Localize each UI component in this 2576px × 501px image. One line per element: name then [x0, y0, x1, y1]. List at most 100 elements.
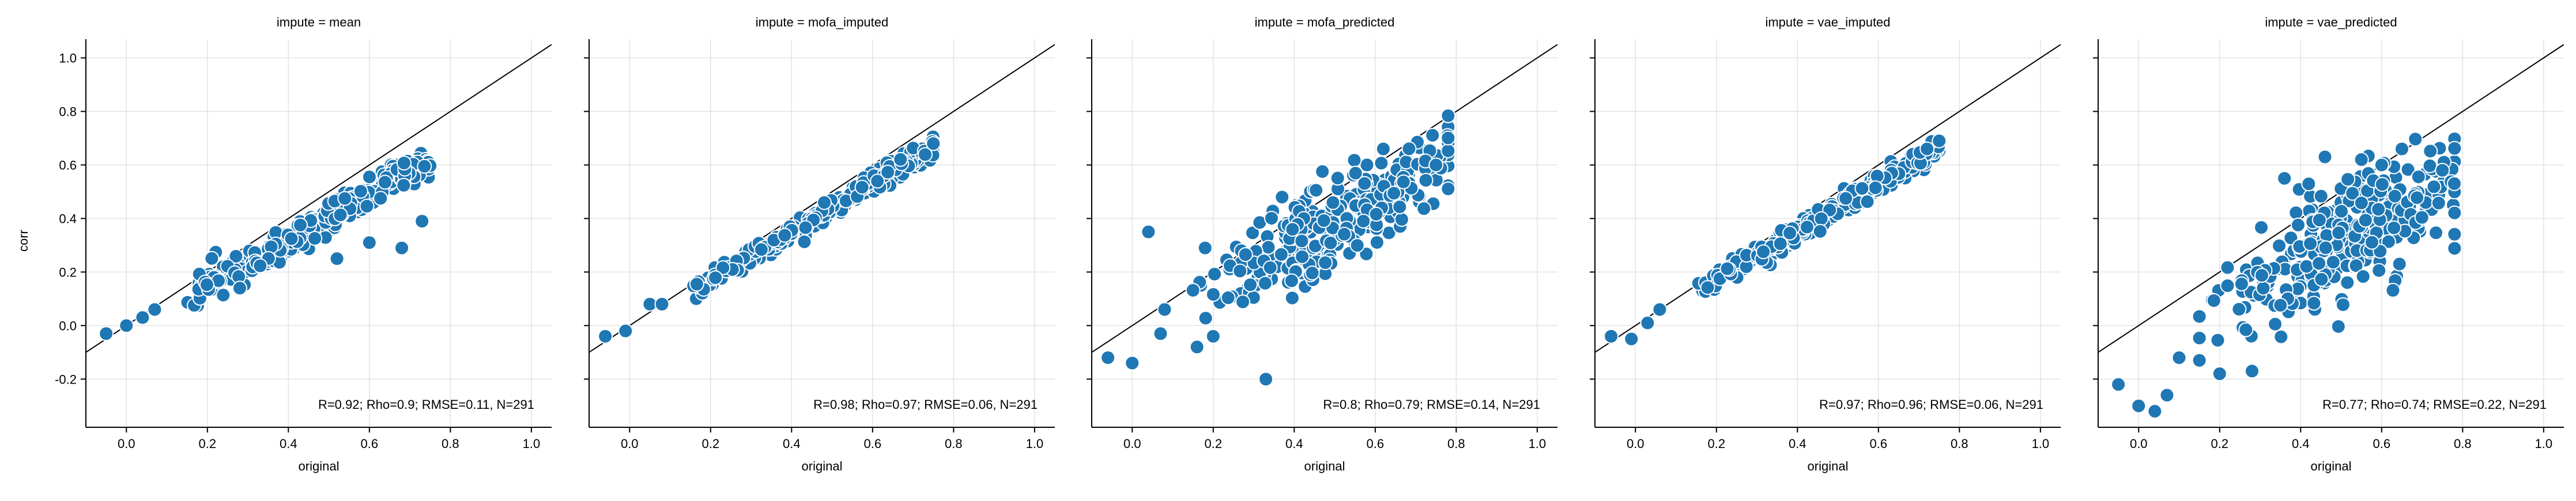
facet-panel: 0.0 0.2 0.4 0.6 0.8 1.0 impute = mofa_predicte…	[1087, 15, 1557, 473]
data-point	[2387, 188, 2402, 204]
data-point	[2147, 404, 2163, 419]
identity-line	[1092, 44, 1557, 353]
data-point	[926, 136, 941, 151]
data-point	[2244, 363, 2260, 379]
data-point	[2333, 203, 2349, 219]
data-point	[2256, 280, 2271, 296]
x-axis-title: original	[299, 459, 340, 473]
data-point	[1418, 173, 1434, 188]
data-point	[618, 323, 633, 339]
data-point	[2408, 131, 2423, 147]
data-point	[1323, 235, 1338, 251]
data-point	[1799, 219, 1815, 235]
data-point	[2303, 236, 2318, 252]
data-point	[1347, 153, 1362, 168]
data-point	[373, 191, 389, 206]
data-point	[2325, 255, 2341, 270]
data-point	[1264, 210, 1279, 226]
y-tick-label: 0.6	[59, 158, 77, 172]
x-tick-label: 0.6	[864, 437, 882, 451]
data-point	[1356, 214, 1371, 229]
x-tick-label: 0.2	[1707, 437, 1725, 451]
points	[99, 146, 438, 341]
stats-annotation: R=0.97; Rho=0.96; RMSE=0.06, N=291	[1819, 397, 2043, 412]
data-point	[2288, 205, 2304, 221]
data-point	[2290, 217, 2306, 233]
data-point	[1359, 246, 1374, 262]
data-point	[2447, 226, 2462, 242]
data-point	[1245, 225, 1261, 241]
data-point	[1348, 165, 1363, 181]
data-point	[2299, 259, 2314, 274]
data-point	[2171, 350, 2187, 366]
data-point	[2330, 319, 2346, 335]
data-point	[1813, 211, 1829, 226]
panel-title: impute = mean	[277, 15, 361, 29]
data-point	[1440, 108, 1456, 123]
data-point	[2358, 212, 2373, 228]
data-point	[1198, 310, 1213, 326]
data-point	[2220, 260, 2235, 275]
data-point	[1304, 265, 1320, 281]
data-point	[2192, 309, 2207, 324]
stats-annotation: R=0.98; Rho=0.97; RMSE=0.06, N=291	[813, 397, 1038, 412]
data-point	[2354, 195, 2369, 211]
data-point	[1932, 133, 1947, 149]
y-tick-label: -0.2	[55, 372, 77, 386]
data-point	[1100, 350, 1116, 366]
x-tick-label: 0.4	[280, 437, 297, 451]
data-point	[1197, 240, 1213, 256]
data-point	[1315, 164, 1330, 179]
data-point	[204, 251, 220, 266]
x-tick-label: 0.6	[361, 437, 379, 451]
data-point	[1374, 155, 1389, 171]
data-point	[361, 235, 377, 251]
data-point	[2268, 316, 2283, 332]
data-point	[1232, 263, 1248, 279]
facet-panel: 0.0 0.2 0.4 0.6 0.8 1.0 impute = mofa_imputedo…	[584, 15, 1055, 473]
data-point	[2273, 298, 2288, 313]
points	[1100, 108, 1456, 387]
data-point	[252, 258, 268, 274]
data-point	[1337, 226, 1352, 242]
data-point	[2411, 169, 2426, 185]
data-point	[417, 158, 432, 174]
data-point	[337, 191, 353, 206]
data-point	[2431, 195, 2446, 211]
data-point	[2386, 220, 2402, 236]
x-tick-label: 0.4	[2292, 437, 2310, 451]
data-point	[1274, 189, 1290, 205]
data-point	[1812, 223, 1828, 239]
x-tick-label: 0.8	[1447, 437, 1465, 451]
x-tick-label: 1.0	[2535, 437, 2553, 451]
data-point	[1207, 266, 1223, 282]
data-point	[1238, 247, 1253, 263]
points	[2111, 131, 2462, 419]
data-point	[359, 199, 375, 214]
data-point	[1440, 143, 1456, 158]
y-tick-label: 0.0	[59, 318, 77, 333]
data-point	[353, 184, 368, 199]
data-point	[2131, 398, 2147, 413]
data-point	[2210, 332, 2226, 348]
data-point	[228, 249, 244, 264]
data-point	[2392, 256, 2407, 272]
data-point	[1125, 355, 1140, 371]
data-point	[2277, 170, 2292, 186]
data-point	[797, 234, 812, 249]
panel-title: impute = vae_imputed	[1765, 15, 1890, 29]
data-point	[1392, 199, 1408, 215]
data-point	[396, 177, 412, 193]
data-point	[753, 242, 769, 257]
data-point	[1316, 213, 1332, 229]
data-point	[2394, 141, 2409, 157]
data-point	[2371, 202, 2386, 217]
y-axis-title: corr	[16, 230, 31, 252]
data-point	[1273, 246, 1289, 262]
stats-annotation: R=0.92; Rho=0.9; RMSE=0.11, N=291	[318, 397, 534, 412]
data-point	[232, 280, 247, 296]
x-tick-label: 0.8	[1951, 437, 1968, 451]
data-point	[2374, 177, 2390, 192]
data-point	[2254, 268, 2269, 283]
data-point	[2273, 329, 2289, 344]
